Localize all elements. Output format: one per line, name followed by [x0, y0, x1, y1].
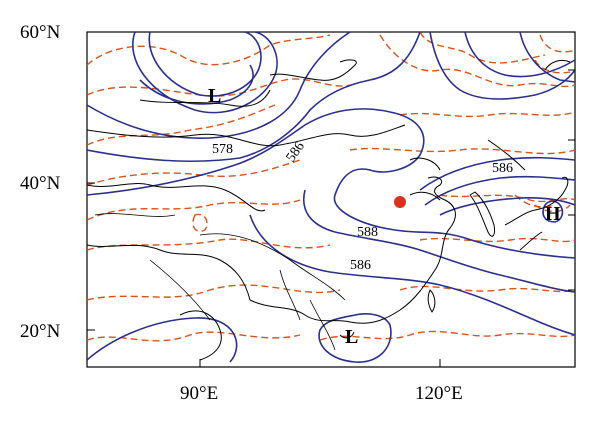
low-pressure-label-north: L	[208, 85, 221, 107]
lat-label-40n: 40°N	[20, 173, 61, 194]
lat-label-20n: 20°N	[20, 321, 61, 342]
coastlines	[87, 59, 571, 361]
contour-label-586-east: 586	[492, 161, 513, 176]
lon-label-120e: 120°E	[415, 383, 463, 404]
contour-labels: 578 586 586 588 586	[212, 139, 513, 273]
dashed-contours	[87, 32, 575, 342]
pressure-systems: L L H	[208, 85, 561, 348]
lat-label-60n: 60°N	[20, 22, 61, 43]
solid-contours	[87, 32, 575, 363]
low-pressure-label-south: L	[345, 326, 358, 348]
contour-label-586-south: 586	[350, 258, 371, 273]
country-borders	[94, 213, 346, 351]
high-pressure-label: H	[545, 203, 561, 225]
lon-label-90e: 90°E	[180, 383, 218, 404]
contour-label-588: 588	[357, 225, 378, 240]
station-marker	[394, 196, 406, 208]
contour-label-578: 578	[212, 142, 233, 157]
axis-ticks	[87, 69, 575, 367]
